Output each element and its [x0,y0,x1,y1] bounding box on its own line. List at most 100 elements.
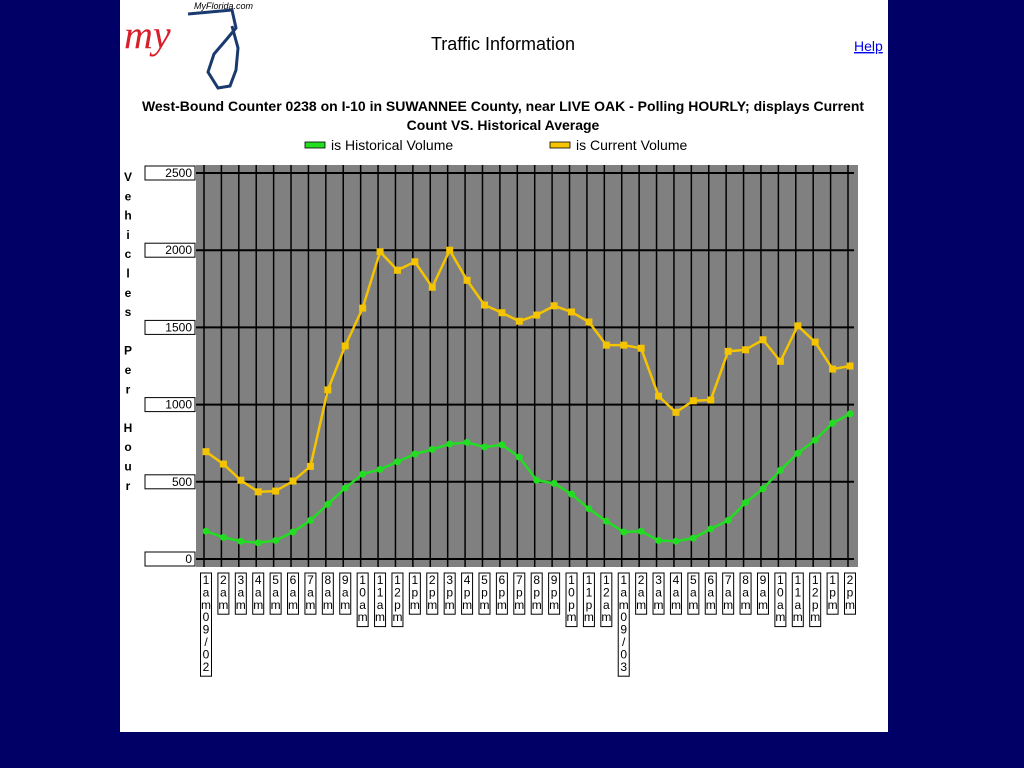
point [689,397,697,405]
point [219,533,227,541]
legend-label: is Current Volume [576,137,687,153]
point [742,499,750,507]
x-tick-box [565,572,578,628]
point [742,346,750,354]
x-tick-box [582,572,595,628]
point [341,484,349,492]
point [446,246,454,254]
point [794,449,802,457]
point [550,302,558,310]
x-tick-box [356,572,369,628]
x-tick-box [217,572,230,615]
panel-edge [888,0,1024,732]
point [811,436,819,444]
point [289,528,297,536]
point [411,258,419,266]
point [341,342,349,350]
point [324,500,332,508]
x-tick-box [374,572,387,628]
point [480,443,488,451]
point [672,408,680,416]
point [237,537,245,545]
point [306,516,314,524]
y-tick-label: 500 [172,475,192,489]
legend-swatch [549,141,571,149]
point [498,441,506,449]
point [463,276,471,284]
x-tick-box [791,572,804,628]
point [672,537,680,545]
point [515,453,523,461]
point [707,396,715,404]
point [393,266,401,274]
point [515,317,523,325]
point [655,536,663,544]
x-tick-box [478,572,491,615]
point [202,527,210,535]
x-tick-box [321,572,334,615]
point [533,311,541,319]
y-tick-label: 1000 [165,398,192,412]
point [272,536,280,544]
point [306,462,314,470]
point [759,485,767,493]
x-tick-box [774,572,787,628]
x-tick-box [652,572,665,615]
point [637,527,645,535]
x-tick-box [408,572,421,615]
y-tick-box [144,551,196,567]
x-tick-box [739,572,752,615]
y-tick-box [144,397,196,413]
point [846,410,854,418]
point [620,341,628,349]
point [602,517,610,525]
y-tick-label: 2000 [165,243,192,257]
help-link[interactable]: Help [854,38,883,54]
point [446,440,454,448]
x-tick-box [669,572,682,615]
chart-title: West-Bound Counter 0238 on I-10 in SUWAN… [142,98,864,114]
point [724,516,732,524]
point [724,347,732,355]
x-tick-box [600,572,613,628]
point [376,465,384,473]
x-tick-box [826,572,839,615]
point [202,448,210,456]
point [829,419,837,427]
point [568,490,576,498]
logo-site: MyFlorida.com [194,1,254,11]
x-tick-label: 1 a m 0 9/0 3 [619,573,629,674]
x-tick-box [704,572,717,615]
point [829,365,837,373]
x-tick-box [513,572,526,615]
x-tick-box [844,572,856,615]
point [689,534,697,542]
x-tick-label: 1 a m 0 9/0 2 [201,573,211,674]
point [359,470,367,478]
chart-title: Count VS. Historical Average [407,117,600,133]
